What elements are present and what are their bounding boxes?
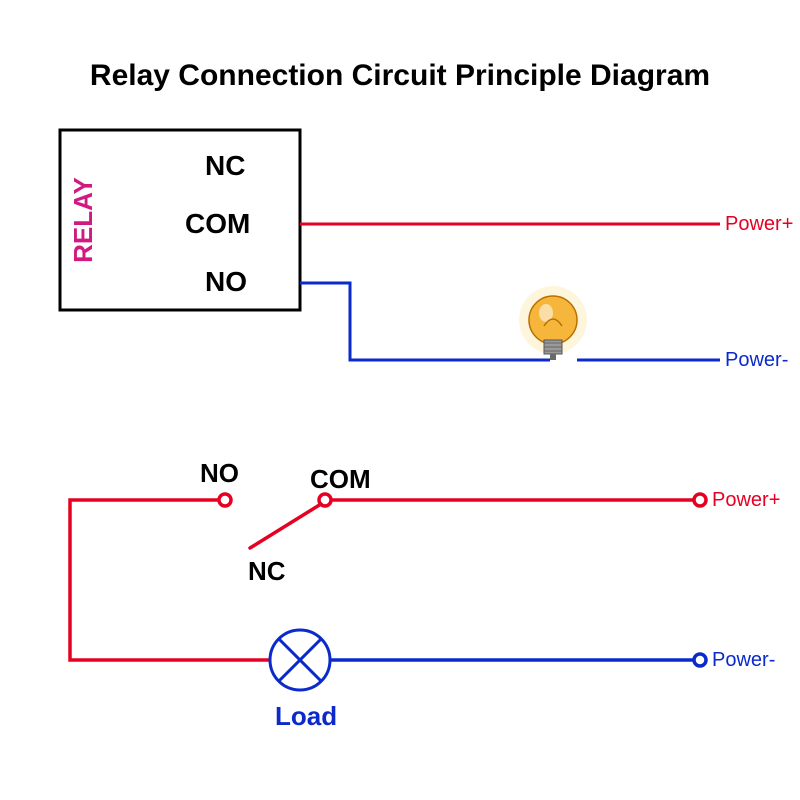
lightbulb-icon	[519, 286, 587, 360]
relay-label: RELAY	[68, 177, 98, 263]
diagram-title: Relay Connection Circuit Principle Diagr…	[90, 59, 710, 92]
no-to-bulb-wire	[300, 283, 550, 360]
switch-com-label: COM	[310, 464, 371, 494]
bottom-section: NO COM NC Power+ Load Power-	[70, 458, 780, 731]
terminal-nc-label: NC	[205, 150, 245, 181]
terminal-com-label: COM	[185, 208, 250, 239]
switch-nc-label: NC	[248, 556, 286, 586]
powerplus-terminal-node	[694, 494, 706, 506]
power-plus-label-b: Power+	[712, 489, 780, 511]
terminal-no-label: NO	[205, 266, 247, 297]
power-minus-label-b: Power-	[712, 649, 775, 671]
switch-arm	[250, 504, 321, 548]
power-plus-label: Power+	[725, 213, 793, 235]
power-minus-label: Power-	[725, 349, 788, 371]
load-label: Load	[275, 701, 337, 731]
powerminus-terminal-node	[694, 654, 706, 666]
switch-no-node	[219, 494, 231, 506]
no-to-load-wire	[70, 500, 270, 660]
diagram-canvas: Relay Connection Circuit Principle Diagr…	[0, 0, 800, 800]
switch-no-label: NO	[200, 458, 239, 488]
top-section: RELAY NC COM NO Power+ Power-	[60, 130, 793, 371]
load-symbol	[270, 630, 330, 690]
diagram-svg: Relay Connection Circuit Principle Diagr…	[0, 0, 800, 800]
